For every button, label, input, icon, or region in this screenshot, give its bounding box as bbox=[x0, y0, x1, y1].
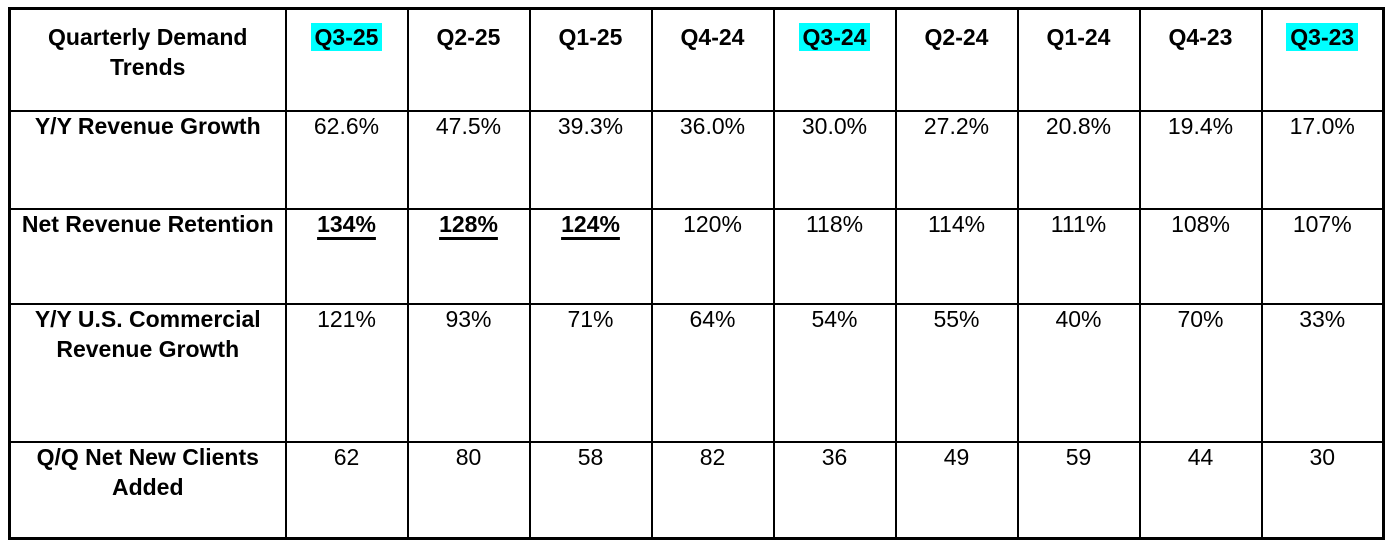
value-cell: 120% bbox=[650, 208, 775, 305]
value-cell: 80 bbox=[406, 441, 531, 540]
value-cell: 62 bbox=[284, 441, 409, 540]
row-label-qq-net-new-clients-added: Q/Q Net New Clients Added bbox=[8, 441, 287, 540]
value-cell: 134% bbox=[284, 208, 409, 305]
emphasized-value: 134% bbox=[317, 211, 376, 237]
quarter-label: Q2-25 bbox=[436, 24, 501, 50]
highlighted-quarter-label: Q3-25 bbox=[310, 23, 383, 51]
quarter-label: Q1-24 bbox=[1046, 24, 1111, 50]
value-cell: 36.0% bbox=[650, 110, 775, 210]
value-cell: 30 bbox=[1260, 441, 1385, 540]
value-cell: 17.0% bbox=[1260, 110, 1385, 210]
header-row: Quarterly Demand Trends Q3-25 Q2-25 Q1-2… bbox=[8, 7, 1385, 112]
header-cell-q2-25: Q2-25 bbox=[406, 7, 531, 112]
row-label-yy-revenue-growth: Y/Y Revenue Growth bbox=[8, 110, 287, 210]
value-cell: 44 bbox=[1138, 441, 1263, 540]
value-cell: 49 bbox=[894, 441, 1019, 540]
header-cell-q3-24: Q3-24 bbox=[772, 7, 897, 112]
value-cell: 107% bbox=[1260, 208, 1385, 305]
quarter-label: Q1-25 bbox=[558, 24, 623, 50]
value-cell: 62.6% bbox=[284, 110, 409, 210]
header-cell-q3-25: Q3-25 bbox=[284, 7, 409, 112]
value-cell: 33% bbox=[1260, 303, 1385, 443]
header-cell-q1-24: Q1-24 bbox=[1016, 7, 1141, 112]
value-cell: 121% bbox=[284, 303, 409, 443]
row-yy-us-commercial-revenue-growth: Y/Y U.S. Commercial Revenue Growth 121% … bbox=[8, 303, 1385, 443]
value-cell: 111% bbox=[1016, 208, 1141, 305]
quarter-label: Q4-23 bbox=[1168, 24, 1233, 50]
value-cell: 124% bbox=[528, 208, 653, 305]
value-cell: 64% bbox=[650, 303, 775, 443]
header-cell-q4-24: Q4-24 bbox=[650, 7, 775, 112]
emphasized-value: 128% bbox=[439, 211, 498, 237]
value-cell: 114% bbox=[894, 208, 1019, 305]
value-cell: 39.3% bbox=[528, 110, 653, 210]
row-net-revenue-retention: Net Revenue Retention 134% 128% 124% 120… bbox=[8, 208, 1385, 305]
value-cell: 118% bbox=[772, 208, 897, 305]
quarter-label: Q4-24 bbox=[680, 24, 745, 50]
value-cell: 93% bbox=[406, 303, 531, 443]
value-cell: 82 bbox=[650, 441, 775, 540]
value-cell: 71% bbox=[528, 303, 653, 443]
value-cell: 20.8% bbox=[1016, 110, 1141, 210]
value-cell: 55% bbox=[894, 303, 1019, 443]
header-cell-q4-23: Q4-23 bbox=[1138, 7, 1263, 112]
value-cell: 59 bbox=[1016, 441, 1141, 540]
value-cell: 47.5% bbox=[406, 110, 531, 210]
row-yy-revenue-growth: Y/Y Revenue Growth 62.6% 47.5% 39.3% 36.… bbox=[8, 110, 1385, 210]
row-qq-net-new-clients-added: Q/Q Net New Clients Added 62 80 58 82 36… bbox=[8, 441, 1385, 540]
highlighted-quarter-label: Q3-24 bbox=[798, 23, 871, 51]
value-cell: 54% bbox=[772, 303, 897, 443]
quarter-label: Q2-24 bbox=[924, 24, 989, 50]
row-label-yy-us-commercial-revenue-growth: Y/Y U.S. Commercial Revenue Growth bbox=[8, 303, 287, 443]
value-cell: 108% bbox=[1138, 208, 1263, 305]
row-label-net-revenue-retention: Net Revenue Retention bbox=[8, 208, 287, 305]
header-cell-q2-24: Q2-24 bbox=[894, 7, 1019, 112]
value-cell: 128% bbox=[406, 208, 531, 305]
highlighted-quarter-label: Q3-23 bbox=[1286, 23, 1359, 51]
value-cell: 36 bbox=[772, 441, 897, 540]
value-cell: 70% bbox=[1138, 303, 1263, 443]
table-title: Quarterly Demand Trends bbox=[8, 7, 287, 112]
header-cell-q1-25: Q1-25 bbox=[528, 7, 653, 112]
quarterly-demand-trends-table: Quarterly Demand Trends Q3-25 Q2-25 Q1-2… bbox=[8, 7, 1385, 540]
value-cell: 19.4% bbox=[1138, 110, 1263, 210]
value-cell: 27.2% bbox=[894, 110, 1019, 210]
header-cell-q3-23: Q3-23 bbox=[1260, 7, 1385, 112]
value-cell: 30.0% bbox=[772, 110, 897, 210]
emphasized-value: 124% bbox=[561, 211, 620, 237]
value-cell: 58 bbox=[528, 441, 653, 540]
value-cell: 40% bbox=[1016, 303, 1141, 443]
